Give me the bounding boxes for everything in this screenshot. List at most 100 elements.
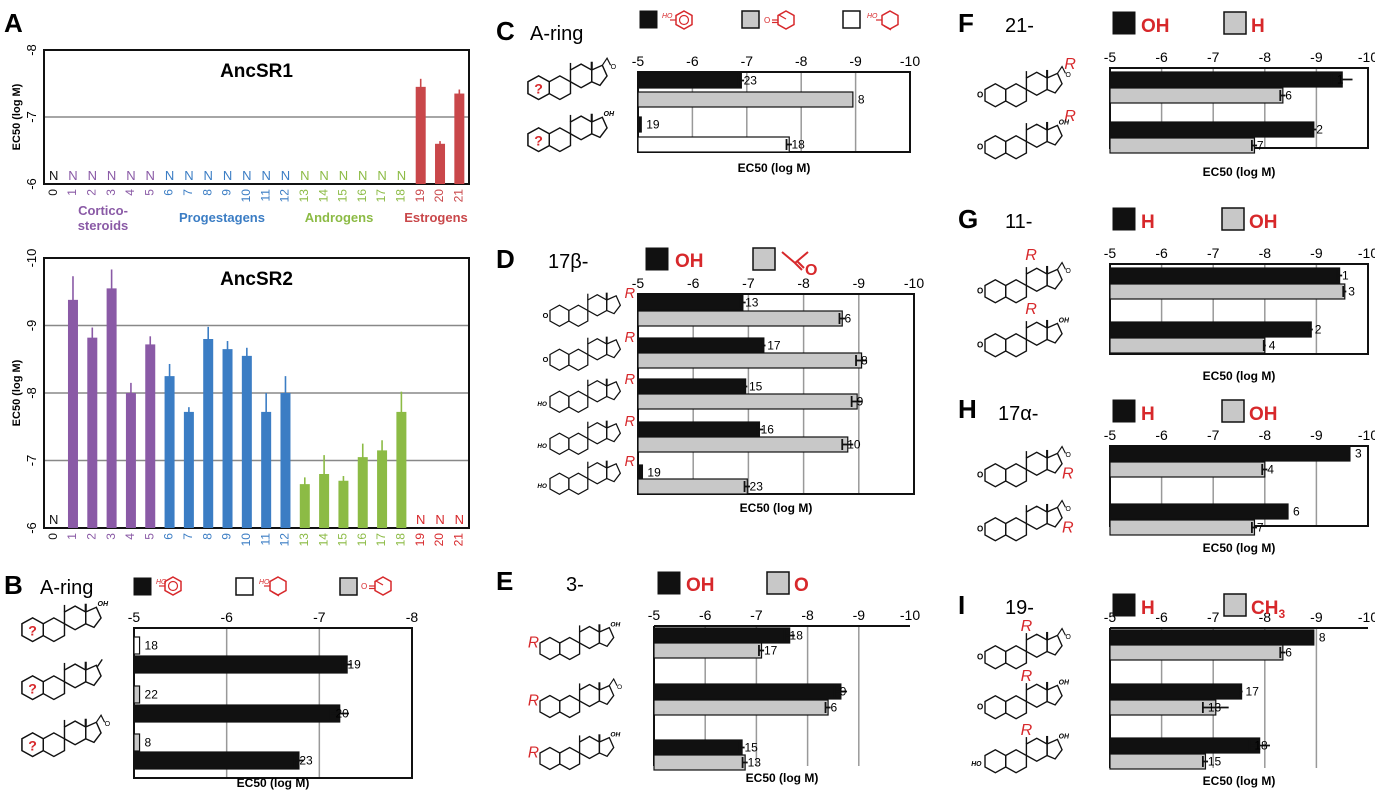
no-activity-label: N — [126, 168, 135, 183]
x-tick-label: 1 — [65, 533, 79, 540]
data-label: 9 — [840, 685, 847, 699]
steroid-structure: R HO — [537, 414, 635, 456]
no-activity-label: N — [49, 512, 58, 527]
hydroxy-3: HO — [971, 761, 982, 768]
steroid-structure: ? OH — [526, 110, 615, 153]
group-label-corticosteroids-1: Cortico- — [78, 203, 128, 218]
data-label: 4 — [1267, 463, 1274, 477]
data-label: 7 — [1257, 521, 1264, 535]
steroid-skeleton — [539, 681, 615, 719]
r-group-label: R — [1064, 55, 1076, 73]
bar — [133, 733, 141, 752]
group-label-androgens: Androgens — [305, 210, 374, 225]
bar — [222, 349, 233, 528]
x-tick-label: -5 — [1104, 427, 1117, 443]
bar — [653, 699, 829, 716]
ketone-bond — [96, 658, 103, 667]
x-tick-label: -9 — [1310, 49, 1323, 65]
legend-b-ho-text-2: HO — [259, 579, 270, 586]
x-axis-label: EC50 (log M) — [746, 771, 819, 785]
bar — [164, 376, 175, 528]
legend-f-oh: OH — [1141, 16, 1170, 37]
x-tick-label: 13 — [297, 189, 311, 203]
y-tick-label: -6 — [24, 522, 39, 534]
legend-e-o: O — [794, 575, 809, 596]
steroid-structure: RO — [543, 286, 635, 328]
bar — [637, 91, 854, 108]
x-tick-label: 7 — [181, 533, 195, 540]
y-tick-label: -6 — [24, 178, 39, 190]
bar — [637, 136, 790, 153]
bar — [133, 636, 141, 655]
chart-title: AncSR2 — [220, 269, 293, 290]
steroid-skeleton — [983, 448, 1064, 488]
legend-c-ho-text: HO — [662, 13, 673, 20]
legend-f-gray — [1223, 11, 1247, 35]
no-activity-label: N — [184, 168, 193, 183]
hydroxy-3: HO — [537, 483, 547, 490]
x-tick-label: -10 — [1358, 245, 1375, 261]
bar — [280, 393, 291, 528]
steroid-skeleton — [549, 377, 622, 414]
oh-group: OH — [1059, 119, 1070, 126]
panel-letter-h: H — [958, 394, 977, 424]
data-label: 19 — [647, 466, 661, 480]
y-tick-label: -8 — [24, 44, 39, 56]
x-tick-label: 10 — [239, 189, 253, 203]
legend-c-hydroxy-icon — [876, 10, 899, 31]
x-tick-label: -6 — [1155, 609, 1168, 625]
y-tick-label: -8 — [24, 387, 39, 399]
legend-b-phenol-icon — [159, 576, 182, 596]
x-tick-label: 13 — [297, 533, 311, 547]
data-label: 1 — [1337, 73, 1344, 87]
r-group-label: R — [528, 744, 539, 761]
r-group-label: R — [624, 414, 635, 430]
steroid-skeleton — [983, 630, 1064, 670]
a-ring-placeholder — [527, 75, 550, 101]
bar — [637, 72, 742, 89]
data-label: 3 — [1355, 447, 1362, 461]
steroid-structure: R HO — [537, 454, 635, 496]
bar — [1109, 461, 1266, 478]
legend-b-black — [133, 577, 152, 596]
bar — [1109, 267, 1341, 284]
question-mark: ? — [28, 624, 37, 640]
bar — [637, 393, 858, 410]
no-activity-label: N — [281, 168, 290, 183]
x-tick-label: 5 — [142, 533, 156, 540]
x-tick-label: -7 — [750, 607, 763, 623]
bar — [1109, 445, 1351, 462]
bar — [653, 754, 746, 771]
r-group-label: R — [624, 286, 635, 302]
oh-group: OH — [1059, 317, 1070, 324]
x-tick-label: 12 — [278, 189, 292, 203]
x-tick-label: -8 — [1259, 49, 1272, 65]
hbar-panel-f: -5 -6 -7 -8 -9 -10 EC50 (log M) 1 6 2 7 — [1104, 49, 1375, 179]
x-axis-label: EC50 (log M) — [1203, 165, 1276, 179]
r-group-label: R — [1062, 465, 1074, 483]
legend-i-black — [1112, 593, 1136, 617]
x-tick-label: 15 — [336, 189, 350, 203]
x-tick-label: 18 — [394, 189, 408, 203]
acetyl-group — [1056, 499, 1067, 508]
no-activity-label: N — [68, 168, 77, 183]
steroid-skeleton — [983, 680, 1064, 720]
r-group-label: R — [1021, 721, 1033, 739]
data-label: 6 — [1285, 89, 1292, 103]
x-tick-label: -10 — [904, 275, 924, 291]
data-label: 4 — [1269, 339, 1276, 353]
x-tick-label: 16 — [355, 189, 369, 203]
bar — [106, 288, 117, 528]
acetyl-o: O — [1066, 452, 1072, 459]
steroid-structure: ? OH — [20, 600, 109, 643]
x-tick-label: 0 — [46, 533, 60, 540]
data-label: 23 — [750, 480, 764, 494]
steroid-skeleton — [549, 335, 622, 372]
x-tick-label: -5 — [632, 275, 645, 291]
hbar-panel-b: -5 -6 -7 -8 EC50 (log M) 18 19 22 20 8 23 — [128, 609, 419, 790]
x-tick-label: 0 — [46, 189, 60, 196]
x-tick-label: -7 — [741, 53, 754, 69]
x-axis-label: EC50 (log M) — [740, 501, 813, 515]
